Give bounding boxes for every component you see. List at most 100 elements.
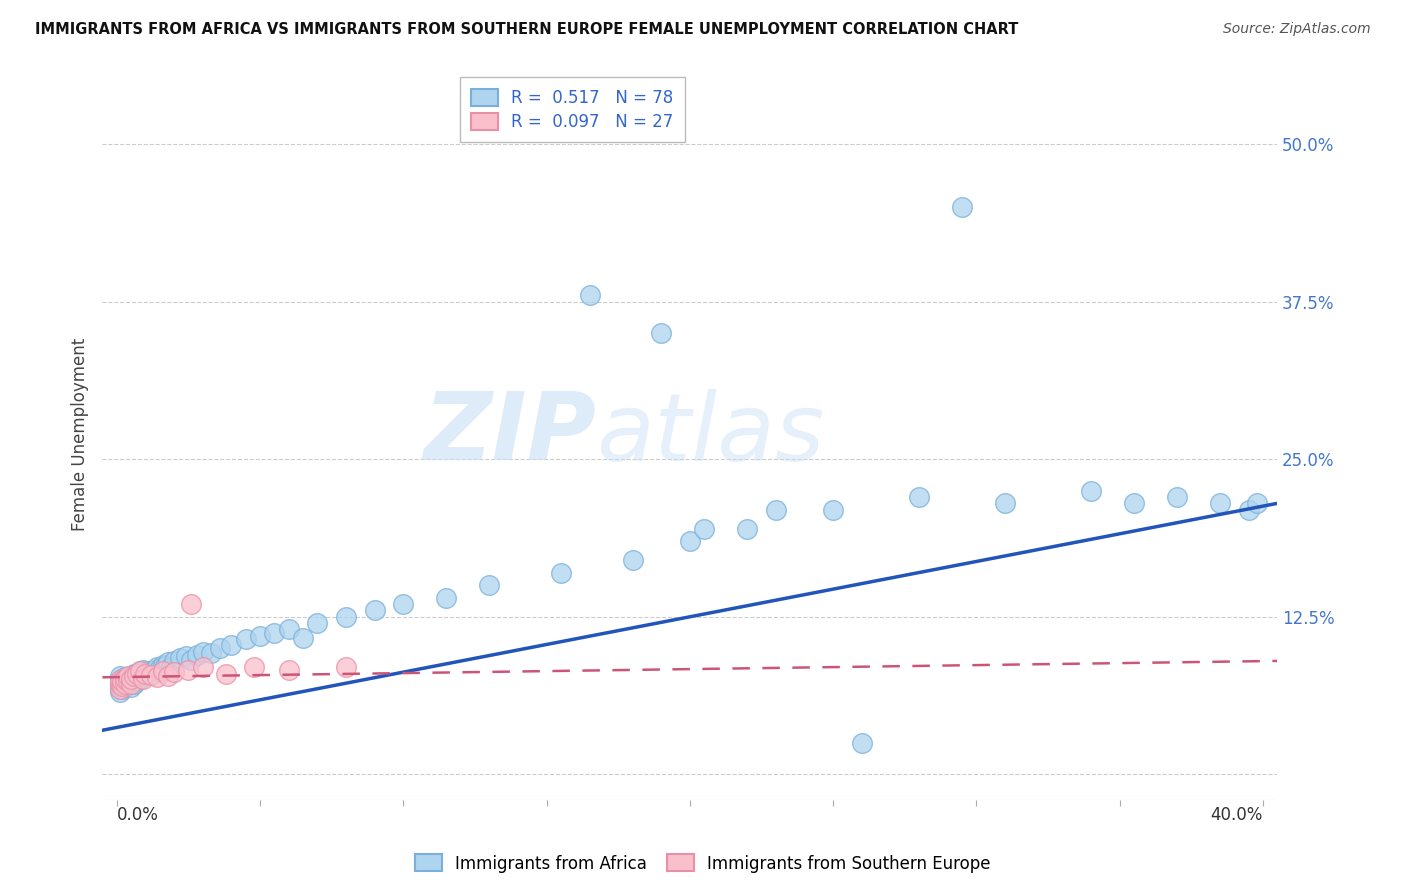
Point [149,661,172,675]
Point [141,667,163,681]
Point [186,648,208,662]
Point [235,632,257,647]
Point [578,288,600,302]
Point [111,679,134,693]
Point [200,646,222,660]
Point [111,681,134,696]
Point [1123,496,1146,510]
Point [120,672,142,686]
Point [157,669,180,683]
Point [114,674,136,689]
Point [152,664,174,678]
Point [114,676,136,690]
Point [693,522,716,536]
Point [335,609,357,624]
Point [735,522,758,536]
Point [114,681,136,695]
Text: IMMIGRANTS FROM AFRICA VS IMMIGRANTS FROM SOUTHERN EUROPE FEMALE UNEMPLOYMENT CO: IMMIGRANTS FROM AFRICA VS IMMIGRANTS FRO… [35,22,1018,37]
Point [180,653,202,667]
Point [152,657,174,672]
Text: atlas: atlas [596,389,824,480]
Point [177,663,200,677]
Point [108,676,131,690]
Point [134,666,156,681]
Text: Source: ZipAtlas.com: Source: ZipAtlas.com [1223,22,1371,37]
Point [765,502,787,516]
Point [117,674,139,689]
Text: 0.0%: 0.0% [117,805,159,824]
Point [214,666,236,681]
Point [114,676,136,690]
Point [650,326,672,341]
Point [108,669,131,683]
Point [1237,502,1260,516]
Point [191,645,214,659]
Point [111,674,134,689]
Point [114,672,136,686]
Point [125,666,148,681]
Point [243,660,266,674]
Point [160,660,183,674]
Point [249,629,271,643]
Point [163,654,186,668]
Point [131,669,153,683]
Point [108,685,131,699]
Point [136,664,159,678]
Point [994,496,1017,510]
Point [117,673,139,687]
Point [131,672,153,686]
Point [908,490,931,504]
Point [292,632,315,646]
Point [1209,496,1232,510]
Point [134,666,156,681]
Point [120,676,142,690]
Point [208,641,231,656]
Point [146,660,169,674]
Point [621,553,644,567]
Point [120,681,142,695]
Point [180,597,202,611]
Point [679,534,702,549]
Point [111,679,134,693]
Point [263,626,285,640]
Point [434,591,457,605]
Point [108,681,131,696]
Legend: Immigrants from Africa, Immigrants from Southern Europe: Immigrants from Africa, Immigrants from … [409,847,997,880]
Point [111,678,134,692]
Point [146,670,169,684]
Point [128,664,150,678]
Point [550,566,572,580]
Point [108,676,131,690]
Y-axis label: Female Unemployment: Female Unemployment [72,337,89,531]
Point [155,659,177,673]
Point [143,663,166,677]
Point [169,651,191,665]
Point [111,672,134,686]
Point [111,675,134,690]
Point [120,669,142,683]
Point [122,669,145,683]
Point [128,672,150,686]
Point [120,674,142,689]
Point [392,597,415,611]
Point [191,660,214,674]
Point [335,660,357,674]
Point [117,669,139,683]
Point [1246,496,1268,510]
Point [108,681,131,696]
Point [141,667,163,681]
Point [122,676,145,690]
Text: 40.0%: 40.0% [1211,805,1263,824]
Point [125,667,148,681]
Point [125,674,148,689]
Point [1080,483,1102,498]
Text: ZIP: ZIP [423,388,596,480]
Point [174,648,197,663]
Point [277,623,299,637]
Point [128,664,150,678]
Point [307,616,329,631]
Point [823,502,845,516]
Point [108,673,131,687]
Point [117,678,139,692]
Legend: R =  0.517   N = 78, R =  0.097   N = 27: R = 0.517 N = 78, R = 0.097 N = 27 [460,77,685,143]
